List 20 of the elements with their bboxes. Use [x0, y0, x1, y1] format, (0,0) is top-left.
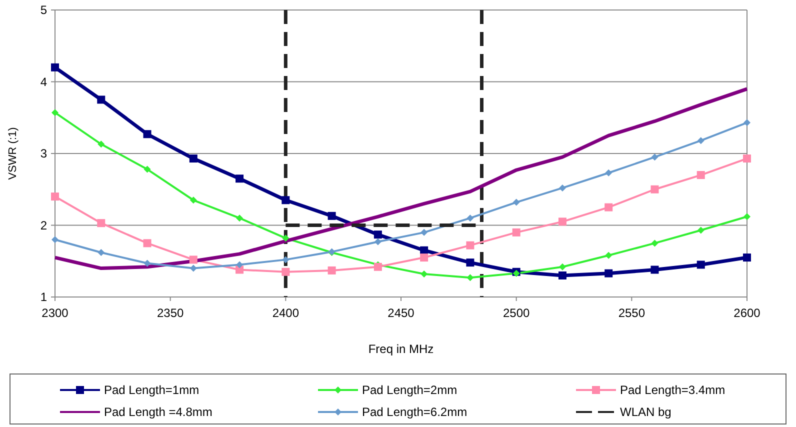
x-tick-label: 2550 — [618, 306, 646, 320]
legend-label: Pad Length=2mm — [362, 383, 458, 397]
x-tick-label: 2400 — [272, 306, 300, 320]
x-tick-label: 2600 — [734, 306, 761, 320]
y-tick-label: 3 — [40, 146, 48, 160]
y-tick-label: 2 — [40, 218, 48, 232]
y-tick-label: 4 — [40, 74, 48, 89]
y-axis-title: VSWR (:1) — [7, 127, 19, 180]
x-tick-label: 2500 — [502, 306, 530, 320]
y-tick-label: 1 — [40, 290, 48, 304]
legend-label: Pad Length=6.2mm — [362, 405, 468, 419]
legend-label: Pad Length=1mm — [104, 383, 200, 397]
legend-label: WLAN bg — [620, 405, 672, 419]
legend-label: Pad Length=3.4mm — [620, 383, 726, 397]
x-axis-title: Freq in MHz — [368, 342, 434, 356]
y-tick-label: 5 — [40, 3, 48, 17]
x-tick-label: 2300 — [42, 306, 69, 320]
x-tick-label: 2450 — [388, 306, 415, 320]
x-tick-label: 2350 — [156, 306, 184, 320]
legend-label: Pad Length =4.8mm — [104, 405, 212, 419]
